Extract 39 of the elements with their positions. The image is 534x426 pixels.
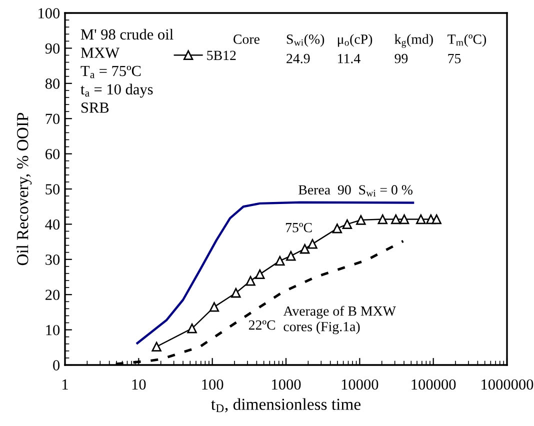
annotation: Core (234, 34, 260, 44)
y-tick-label: 50 (46, 184, 60, 194)
x-tick-label: 10000 (342, 379, 378, 390)
annotation: M' 98 crude oil (80, 28, 174, 40)
y-tick-label: 80 (45, 78, 60, 89)
y-axis-title: Oil Recovery, % OOIP (16, 112, 32, 266)
y-tick-label: 100 (38, 8, 60, 18)
annotation: μ$_{o}$(cP) (338, 34, 372, 47)
y-tick-label: 40 (45, 219, 60, 230)
y-tick-label: 90 (45, 43, 60, 54)
y-tick-label: 20 (46, 290, 60, 300)
legend-label: 5B12 (207, 50, 236, 60)
annotation: SRB (81, 102, 109, 113)
y-tick-label: 60 (46, 148, 60, 160)
annotation: 22ºC (248, 320, 276, 330)
x-tick-label: 100 (202, 379, 224, 390)
annotation: MXW (80, 48, 120, 58)
annotation: T$_{m}$(ºC) (448, 34, 486, 47)
y-tick-label: 30 (46, 254, 60, 265)
annotation: 75ºC (286, 222, 312, 232)
y-tick-label: 0 (53, 360, 60, 370)
x-tick-label: 1 (62, 379, 68, 390)
y-tick-label: 10 (46, 324, 60, 336)
annotation: 11.4 (338, 54, 360, 64)
annotation: T$_{a}$ = 75ºC (80, 66, 141, 78)
series-label: Average of B MXW cores (Fig.1a) (283, 306, 396, 334)
x-tick-label: 1000 (272, 379, 301, 390)
annotation: S$_{wi}$(%) (286, 34, 324, 47)
annotation: 99 (394, 54, 408, 64)
annotation: 24.9 (286, 54, 310, 64)
y-tick-label: 70 (46, 114, 60, 124)
x-axis-title: t$_{D}$, dimensionless time (211, 398, 360, 412)
x-tick-label: 10 (132, 379, 146, 390)
annotation: 75 (448, 54, 461, 64)
x-tick-label: 1000000 (482, 379, 534, 390)
series-label: Berea 90 S$_{wi}$ = 0 % (298, 185, 412, 196)
annotation: k$_{g}$(md) (394, 34, 433, 48)
x-tick-label: 100000 (412, 379, 456, 390)
annotation: t$_{a}$ = 10 days (80, 84, 153, 98)
